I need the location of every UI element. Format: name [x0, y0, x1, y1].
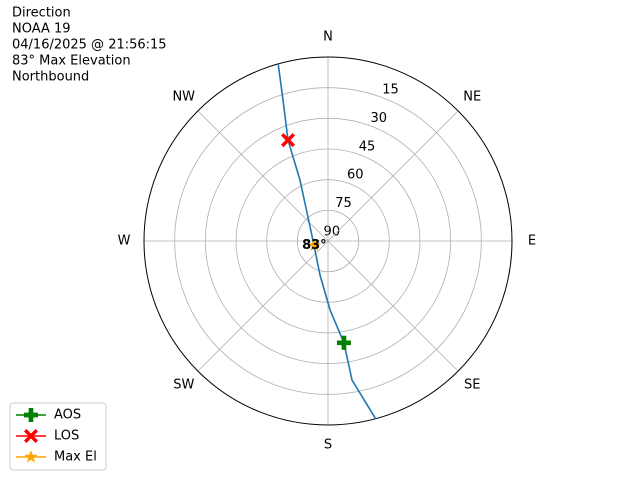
legend-marker: [24, 429, 38, 443]
angle-tick-label: W: [118, 234, 131, 249]
angle-tick-label: NW: [172, 89, 195, 104]
angle-tick-label: NE: [463, 89, 481, 104]
marker-star: [307, 238, 322, 252]
title-line: NOAA 19: [12, 22, 71, 37]
r-tick-label: 30: [370, 111, 387, 126]
marker-x: [281, 133, 296, 148]
legend-marker: [24, 450, 38, 463]
angle-tick-label: E: [528, 234, 536, 249]
track-line: [277, 63, 377, 420]
marker-plus: [336, 335, 351, 350]
legend-marker: [24, 408, 38, 422]
grid-spoke: [327, 240, 459, 372]
angle-tick-label: N: [323, 30, 333, 45]
title-line: Northbound: [12, 70, 89, 85]
grid-spoke: [197, 240, 329, 372]
value-label: 83°: [302, 238, 327, 253]
grid-spoke: [197, 110, 329, 242]
grid-spoke: [327, 110, 459, 242]
legend-label: LOS: [54, 429, 79, 444]
r-tick-label: 60: [347, 168, 364, 183]
r-tick-label: 15: [382, 83, 399, 98]
r-tick-label: 45: [359, 139, 376, 154]
title-line: 83° Max Elevation: [12, 54, 131, 69]
legend-box: [9, 402, 107, 471]
angle-tick-label: S: [324, 438, 332, 453]
legend-label: AOS: [54, 408, 81, 423]
angle-tick-label: SW: [173, 378, 194, 393]
title-line: Direction: [12, 6, 71, 21]
title-line: 04/16/2025 @ 21:56:15: [12, 38, 167, 53]
outer-boundary: [143, 56, 513, 426]
r-tick-label: 75: [335, 196, 352, 211]
legend-label: Max El: [54, 450, 97, 465]
angle-tick-label: SE: [464, 378, 480, 393]
